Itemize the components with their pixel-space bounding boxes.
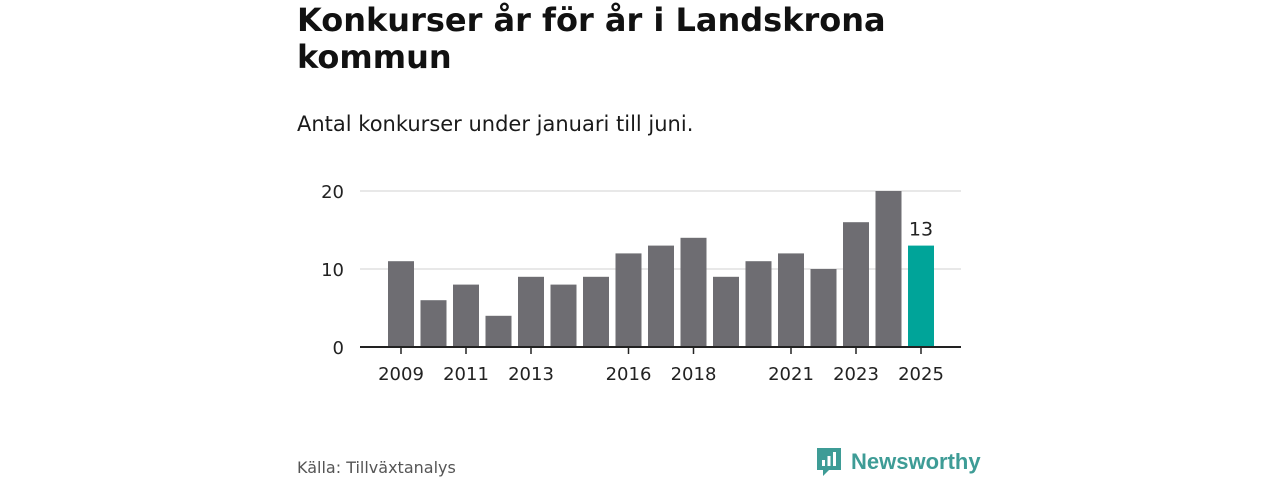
bar-2011 [453,284,479,347]
y-axis-ticks: 0 10 20 [321,182,344,359]
source-note: Källa: Tillväxtanalys [297,458,456,477]
bar-2020 [745,261,772,347]
bar-2009 [388,261,414,347]
chart-title: Konkurser år för år i Landskrona kommun [297,1,886,76]
bar-2010 [420,300,447,347]
bar-chart: 0 10 20 2009 2011 2013 2016 2018 2021 2023 2025 1… [321,182,961,385]
bar-2017 [648,245,674,347]
bar-2012 [485,315,512,347]
x-tick-label: 2023 [833,364,879,385]
bar-2016 [615,253,642,347]
y-tick-label: 20 [321,182,344,203]
bar-2022 [810,269,837,347]
data-labels: 13 [909,219,933,241]
bars [388,191,934,347]
bar-2019 [713,276,739,347]
data-label: 13 [909,219,933,241]
bar-2013 [518,276,544,347]
chart-subtitle: Antal konkurser under januari till juni. [297,112,694,136]
brand-logo: Newsworthy [815,446,981,478]
x-tick-label: 2021 [768,364,814,385]
bar-2018 [680,237,707,347]
bar-2021 [778,253,804,347]
bar-2014 [550,284,577,347]
x-tick-label: 2013 [508,364,554,385]
bar-2025 [908,245,934,347]
y-tick-label: 0 [333,338,344,359]
bar-2015 [583,276,609,347]
bar-2024 [875,191,902,347]
newsworthy-logo-icon [817,448,841,476]
x-tick-label: 2009 [378,364,424,385]
x-tick-label: 2025 [898,364,944,385]
bar-2023 [843,222,869,347]
x-tick-label: 2018 [671,364,717,385]
y-tick-label: 10 [321,260,344,281]
x-tick-label: 2011 [443,364,489,385]
brand-name: Newsworthy [851,449,981,474]
x-axis-ticks: 2009 2011 2013 2016 2018 2021 2023 2025 [378,347,944,385]
x-tick-label: 2016 [606,364,652,385]
